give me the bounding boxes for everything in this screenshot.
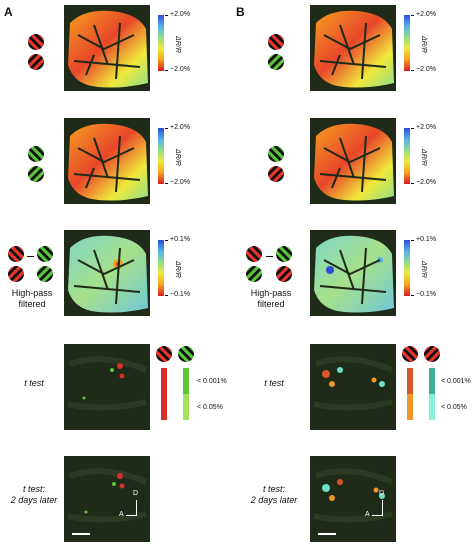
colorbar-bottom-label: −2.0% <box>410 179 437 186</box>
scale-bar <box>72 533 90 535</box>
panel-letter-b: B <box>236 5 245 19</box>
stimulus-red-stripes-icon <box>424 346 440 362</box>
stimulus-red-stripes-icon <box>8 246 24 262</box>
map-a-row5 <box>64 456 150 542</box>
map-a-row4-image <box>67 356 148 411</box>
map-b-row3 <box>310 230 396 316</box>
legend-p-weak: < 0.05% <box>197 404 223 411</box>
colorbar-a-row2 <box>158 128 164 184</box>
map-b-row3-image <box>314 235 394 313</box>
colorbar-axis-label: ΔR/R <box>420 149 427 166</box>
stimulus-green-stripes-icon <box>268 146 284 162</box>
colorbar-bottom-label: −2.0% <box>410 66 437 73</box>
map-b-row5-image <box>313 468 394 523</box>
axis-arrow-icon <box>126 515 136 516</box>
panel-letter-a: A <box>4 5 13 19</box>
colorbar-bottom-label: −0.1% <box>410 291 437 298</box>
stimulus-red-stripes-icon <box>8 266 24 282</box>
stimulus-green-stripes-icon <box>28 146 44 162</box>
colorbar-top-label: +0.1% <box>410 236 437 243</box>
map-a-row2 <box>64 118 150 204</box>
stimulus-green-stripes-icon <box>28 166 44 182</box>
axis-dorsal-label: D <box>379 490 385 497</box>
map-a-row3-image <box>68 235 148 313</box>
map-a-row5-image <box>67 468 148 523</box>
map-b-row2-image <box>314 123 394 201</box>
axis-arrow-icon <box>372 515 382 516</box>
row-label-high-pass: High-pass filtered <box>11 288 53 309</box>
map-a-row4 <box>64 344 150 430</box>
legend-bar-red <box>161 368 167 420</box>
colorbar-a-row3 <box>158 240 164 296</box>
stimulus-green-stripes-icon <box>246 266 262 282</box>
map-a-row3 <box>64 230 150 316</box>
map-a-row1 <box>64 5 150 91</box>
stimulus-red-stripes-icon <box>402 346 418 362</box>
scale-bar <box>318 533 336 535</box>
stimulus-red-stripes-icon <box>28 34 44 50</box>
colorbar-top-label: +0.1% <box>164 236 191 243</box>
map-b-row1 <box>310 5 396 91</box>
map-a-row2-image <box>68 123 148 201</box>
legend-bar-green <box>183 368 189 420</box>
colorbar-top-label: +2.0% <box>164 124 191 131</box>
colorbar-bottom-label: −2.0% <box>164 66 191 73</box>
stimulus-green-stripes-icon <box>276 246 292 262</box>
legend-p-strong: < 0.001% <box>441 378 471 385</box>
map-b-row2 <box>310 118 396 204</box>
stimulus-red-stripes-icon <box>28 54 44 70</box>
colorbar-top-label: +2.0% <box>410 11 437 18</box>
map-b-row4 <box>310 344 396 430</box>
row-label-t-test-later: t test: 2 days later <box>10 484 58 505</box>
map-b-row1-image <box>314 10 394 88</box>
colorbar-b-row1 <box>404 15 410 71</box>
stimulus-red-stripes-icon <box>246 246 262 262</box>
colorbar-axis-label: ΔR/R <box>420 36 427 53</box>
stimulus-green-stripes-icon <box>268 54 284 70</box>
legend-bar-orange <box>407 368 413 420</box>
row-label-t-test: t test <box>264 378 284 388</box>
axis-dorsal-label: D <box>133 490 139 497</box>
colorbar-axis-label: ΔR/R <box>174 149 181 166</box>
colorbar-bottom-label: −0.1% <box>164 291 191 298</box>
row-label-high-pass: High-pass filtered <box>250 288 292 309</box>
colorbar-axis-label: ΔR/R <box>174 36 181 53</box>
colorbar-b-row3 <box>404 240 410 296</box>
stimulus-red-stripes-icon <box>268 166 284 182</box>
axis-anterior-label: A <box>119 511 124 518</box>
row-label-t-test: t test <box>24 378 44 388</box>
legend-p-strong: < 0.001% <box>197 378 227 385</box>
colorbar-axis-label: ΔR/R <box>174 261 181 278</box>
row-label-t-test-later: t test: 2 days later <box>250 484 298 505</box>
stimulus-red-stripes-icon <box>156 346 172 362</box>
stimulus-green-stripes-icon <box>37 266 53 282</box>
colorbar-top-label: +2.0% <box>164 11 191 18</box>
colorbar-top-label: +2.0% <box>410 124 437 131</box>
difference-minus-icon <box>266 256 273 257</box>
stimulus-green-stripes-icon <box>178 346 194 362</box>
stimulus-red-stripes-icon <box>276 266 292 282</box>
map-a-row1-image <box>68 10 148 88</box>
stimulus-red-stripes-icon <box>268 34 284 50</box>
legend-p-weak: < 0.05% <box>441 404 467 411</box>
axis-anterior-label: A <box>365 511 370 518</box>
colorbar-axis-label: ΔR/R <box>420 261 427 278</box>
axis-arrow-icon <box>382 500 383 516</box>
colorbar-a-row1 <box>158 15 164 71</box>
map-b-row4-image <box>313 356 394 411</box>
difference-minus-icon <box>27 256 34 257</box>
colorbar-bottom-label: −2.0% <box>164 179 191 186</box>
legend-bar-cyan <box>429 368 435 420</box>
axis-arrow-icon <box>136 500 137 516</box>
colorbar-b-row2 <box>404 128 410 184</box>
stimulus-green-stripes-icon <box>37 246 53 262</box>
map-b-row5 <box>310 456 396 542</box>
